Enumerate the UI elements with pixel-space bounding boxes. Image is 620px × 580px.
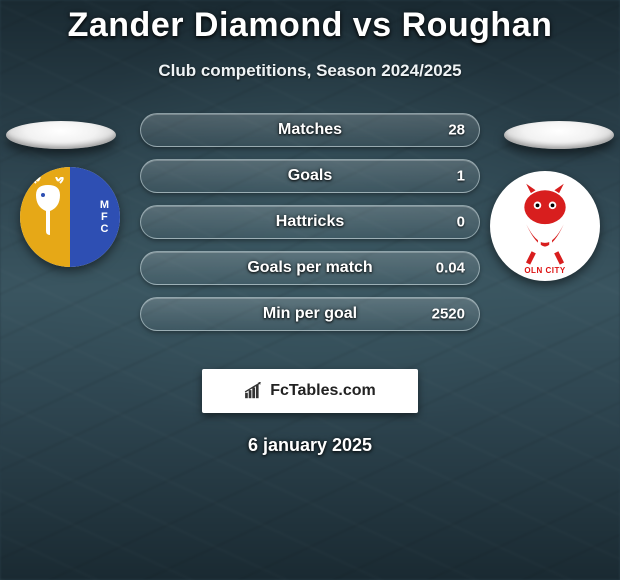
stat-label: Hattricks <box>276 213 344 231</box>
stag-icon <box>28 177 68 237</box>
stat-value-right: 2520 <box>432 306 465 323</box>
stat-value-right: 0.04 <box>436 260 465 277</box>
stat-row: Goals per match 0.04 <box>140 251 480 285</box>
player-disc-left <box>6 121 116 149</box>
brand-text: FcTables.com <box>270 382 376 400</box>
club-crest-left: MFC <box>20 167 120 267</box>
crest-left-text: MFC <box>100 199 110 235</box>
crest-right-text: OLN CITY <box>490 266 600 275</box>
club-crest-right: OLN CITY <box>490 171 600 281</box>
stat-label: Min per goal <box>263 305 357 323</box>
player-disc-right <box>504 121 614 149</box>
stat-row: Goals 1 <box>140 159 480 193</box>
stat-label: Goals <box>288 167 332 185</box>
stat-row: Min per goal 2520 <box>140 297 480 331</box>
bars-chart-icon <box>244 382 266 400</box>
stat-value-right: 0 <box>457 214 465 231</box>
stat-row: Hattricks 0 <box>140 205 480 239</box>
stat-row: Matches 28 <box>140 113 480 147</box>
imp-icon <box>498 179 592 273</box>
stat-value-right: 28 <box>448 122 465 139</box>
subtitle: Club competitions, Season 2024/2025 <box>0 61 620 81</box>
date-text: 6 january 2025 <box>0 435 620 456</box>
stat-label: Matches <box>278 121 342 139</box>
page-title: Zander Diamond vs Roughan <box>0 6 620 45</box>
comparison-area: MFC OLN CITY Matches 28 <box>0 113 620 343</box>
stat-label: Goals per match <box>247 259 372 277</box>
stat-value-right: 1 <box>457 168 465 185</box>
stat-bars: Matches 28 Goals 1 Hattricks 0 Goals per… <box>140 113 480 331</box>
brand-badge: FcTables.com <box>202 369 418 413</box>
